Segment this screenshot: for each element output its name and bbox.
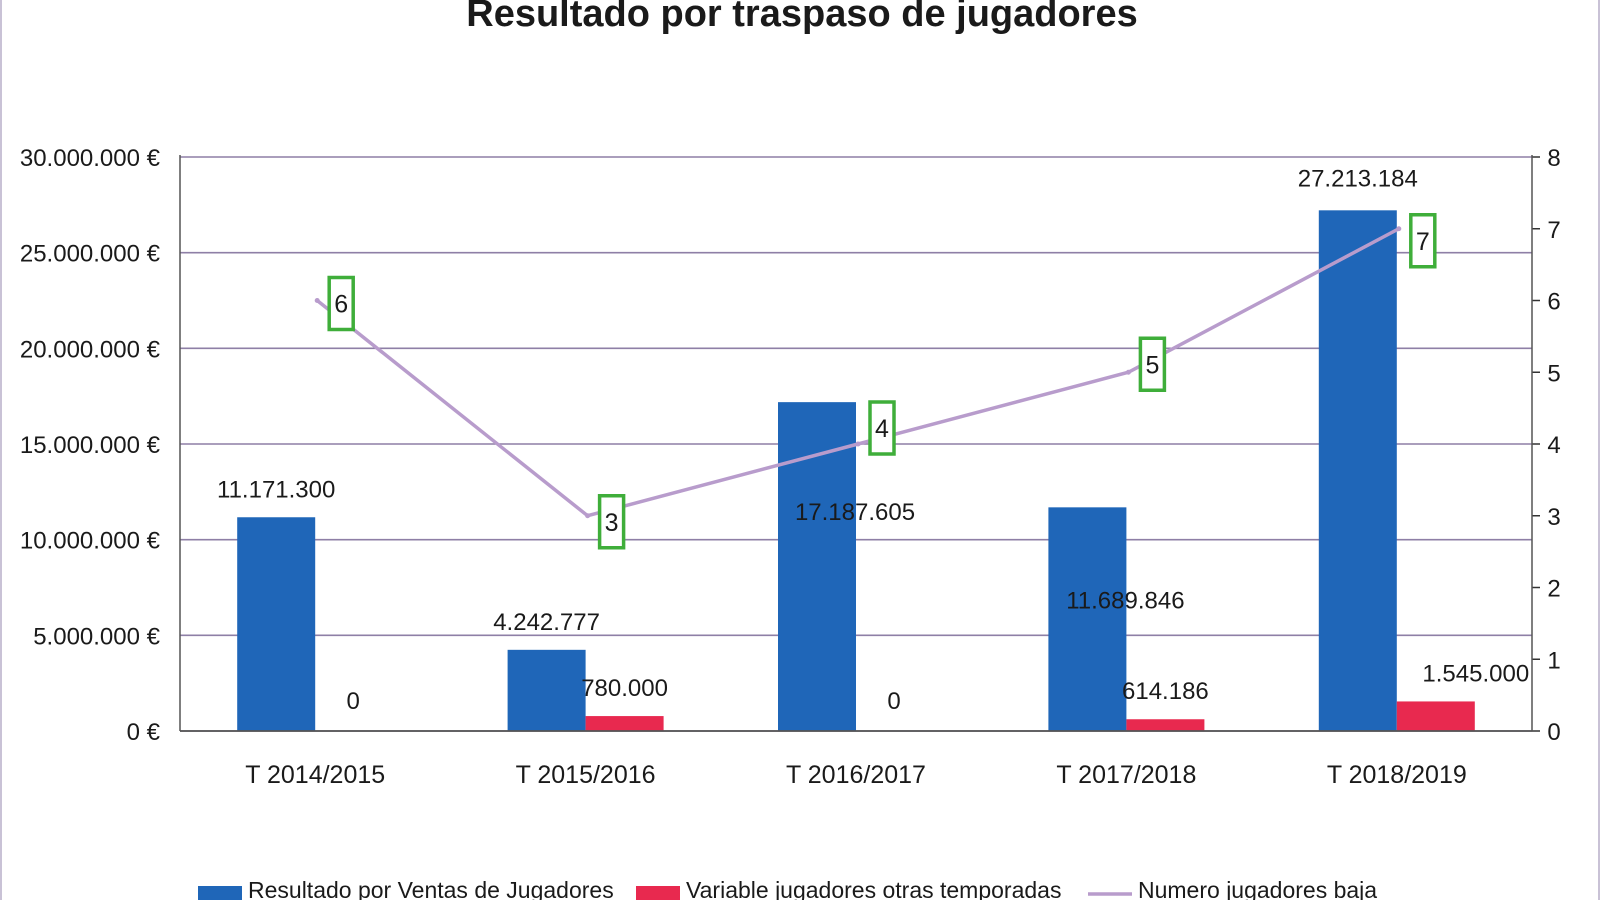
- legend-label-ventas: Resultado por Ventas de Jugadores: [248, 877, 614, 900]
- line-point: [314, 298, 320, 303]
- bar-ventas: [237, 517, 316, 731]
- y-right-tick-label: 7: [1547, 217, 1560, 244]
- y-right-tick-label: 6: [1547, 289, 1560, 316]
- data-label-numero: 6: [334, 291, 348, 319]
- data-label-variable: 1.545.000: [1422, 660, 1529, 687]
- y-right-tick-label: 2: [1547, 576, 1560, 603]
- line-point: [585, 513, 591, 519]
- line-label-box: [327, 275, 355, 332]
- x-category-label: T 2014/2015: [245, 761, 385, 789]
- line-layer: [314, 226, 1402, 519]
- data-label-ventas: 27.213.184: [1298, 165, 1418, 192]
- x-category-label: T 2016/2017: [786, 761, 926, 789]
- bar-variable: [585, 716, 664, 731]
- data-label-ventas: 17.187.605: [795, 499, 915, 526]
- data-label-variable: 614.186: [1122, 678, 1209, 705]
- legend-label-numero: Numero jugadores baja: [1138, 877, 1377, 900]
- data-label-ventas: 4.242.777: [493, 609, 600, 636]
- line-point: [1125, 369, 1131, 375]
- y-left-tick-label: 15.000.000 €: [20, 432, 161, 459]
- y-right-tick-label: 8: [1547, 145, 1560, 172]
- data-label-numero: 3: [605, 509, 619, 537]
- legend-label-variable: Variable jugadores otras temporadas: [686, 877, 1061, 900]
- line-label-box: [1138, 336, 1167, 392]
- x-category-label: T 2017/2018: [1056, 761, 1196, 789]
- legend-swatch-variable: [636, 886, 680, 900]
- line-label-box: [868, 400, 896, 456]
- legend-swatch-ventas: [198, 886, 242, 900]
- data-label-ventas: 11.171.300: [217, 476, 335, 503]
- y-right-tick-label: 3: [1547, 504, 1560, 531]
- y-left-tick-label: 10.000.000 €: [20, 528, 161, 555]
- line-numero-jugadores: [316, 227, 1400, 518]
- line-label-box: [597, 494, 626, 550]
- bar-ventas: [778, 402, 856, 731]
- data-label-variable: 780.000: [581, 675, 668, 702]
- bar-ventas: [1318, 210, 1397, 732]
- legend: Resultado por Ventas de Jugadores Variabl…: [198, 877, 1377, 900]
- data-label-ventas: 11.689.846: [1066, 587, 1184, 614]
- bar-ventas: [507, 649, 586, 731]
- data-label-variable: 0: [347, 688, 360, 715]
- y-left-tick-label: 5.000.000 €: [33, 623, 160, 650]
- bar-variable: [1396, 701, 1475, 731]
- y-left-tick-label: 0 €: [127, 719, 161, 746]
- line-point: [1396, 226, 1402, 232]
- bar-variable: [1126, 719, 1205, 731]
- bar-ventas: [1048, 507, 1127, 731]
- chart-title: Resultado por traspaso de jugadores: [466, 0, 1137, 35]
- data-label-numero: 4: [875, 415, 889, 443]
- y-left-tick-label: 25.000.000 €: [20, 241, 161, 268]
- axis-layer: 0 €5.000.000 €10.000.000 €15.000.000 €20…: [20, 145, 1561, 789]
- data-label-variable: 0: [887, 688, 900, 715]
- y-left-tick-label: 20.000.000 €: [20, 336, 161, 363]
- line-point: [855, 441, 861, 447]
- x-category-label: T 2018/2019: [1327, 761, 1467, 789]
- x-category-label: T 2015/2016: [516, 761, 656, 789]
- y-right-tick-label: 1: [1547, 647, 1560, 674]
- line-label-box: [1409, 213, 1437, 269]
- data-label-numero: 7: [1416, 228, 1430, 256]
- y-right-tick-label: 0: [1547, 719, 1560, 746]
- y-right-tick-label: 4: [1547, 432, 1560, 459]
- label-layer: 11.171.300 4.242.777 17.187.605 11.689.846 2…: [217, 165, 1529, 715]
- y-left-tick-label: 30.000.000 €: [20, 145, 161, 172]
- y-right-tick-label: 5: [1547, 360, 1560, 387]
- data-label-numero: 5: [1145, 351, 1159, 379]
- bar-layer: [237, 210, 1475, 732]
